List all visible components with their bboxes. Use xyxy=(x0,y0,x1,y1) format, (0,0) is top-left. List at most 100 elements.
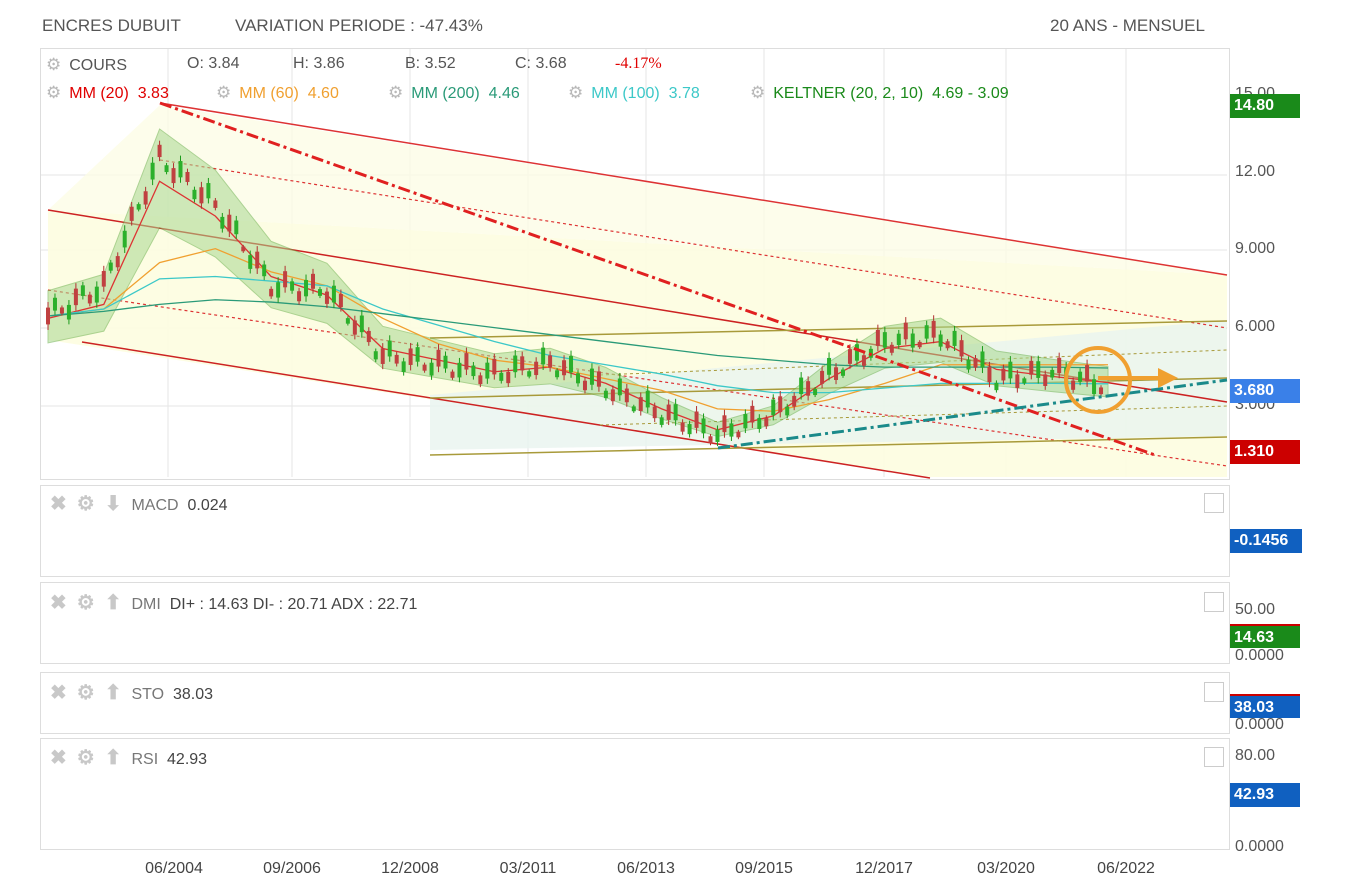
candle-body xyxy=(903,322,908,340)
x-tick-label: 12/2008 xyxy=(381,860,439,877)
candle-body xyxy=(596,371,601,387)
keltner-label: KELTNER (20, 2, 10) xyxy=(773,85,924,102)
rsi-badge: 42.93 xyxy=(1230,783,1300,807)
candle-body xyxy=(443,355,448,369)
candle-body xyxy=(945,341,950,349)
cours-label: COURS xyxy=(69,57,128,74)
candle-body xyxy=(562,360,567,376)
mm60-label: MM (60) xyxy=(239,85,299,102)
candle-body xyxy=(241,246,246,252)
candle-body xyxy=(1036,361,1041,378)
candle-body xyxy=(506,371,511,384)
candle-body xyxy=(924,325,929,339)
arrow-down-icon[interactable]: ⬇ xyxy=(104,493,122,515)
gear-icon[interactable]: ⚙ xyxy=(76,592,95,614)
candle-body xyxy=(854,344,859,361)
gear-icon[interactable]: ⚙ xyxy=(216,83,232,102)
candle-body xyxy=(827,357,832,375)
channel-line xyxy=(81,341,931,479)
candle-body xyxy=(213,200,218,208)
candle-body xyxy=(276,282,281,298)
candle-body xyxy=(973,358,978,368)
gear-icon[interactable]: ⚙ xyxy=(76,747,95,769)
candle-body xyxy=(555,370,560,378)
candle-body xyxy=(450,371,455,378)
ohlc-legend: ⚙ COURS xyxy=(46,55,127,75)
macd-panel[interactable] xyxy=(40,485,1230,577)
arrow-up-icon[interactable]: ⬆ xyxy=(104,592,122,614)
arrow-up-icon[interactable]: ⬆ xyxy=(104,682,122,704)
channel-line xyxy=(159,159,1228,329)
candle-body xyxy=(143,191,148,205)
candle-body xyxy=(66,304,71,320)
mm100-legend[interactable]: ⚙ MM (100) 3.78 xyxy=(568,83,700,103)
candle-body xyxy=(471,365,476,377)
panel-checkbox[interactable] xyxy=(1204,592,1224,612)
highlight-arrowhead xyxy=(1158,368,1178,388)
sto-tick: 0.0000 xyxy=(1235,716,1284,733)
panel-checkbox[interactable] xyxy=(1204,682,1224,702)
candle-body xyxy=(171,168,176,184)
candle-body xyxy=(46,307,50,325)
candle-body xyxy=(94,286,99,303)
candle-body xyxy=(841,369,845,376)
macd-header: ✖ ⚙ ⬇ MACD 0.024 xyxy=(50,491,228,516)
mm200-legend[interactable]: ⚙ MM (200) 4.46 xyxy=(388,83,520,103)
high-badge: 14.80 xyxy=(1230,94,1300,118)
candle-body xyxy=(896,333,901,346)
arrow-up-icon[interactable]: ⬆ xyxy=(104,747,122,769)
rsi-tick: 80.00 xyxy=(1235,747,1276,764)
candle-body xyxy=(164,165,169,173)
candle-body xyxy=(457,362,462,378)
candle-body xyxy=(317,289,322,296)
gear-icon[interactable]: ⚙ xyxy=(76,682,95,704)
candle-body xyxy=(582,380,587,391)
candle-body xyxy=(715,429,720,442)
channel-line xyxy=(429,320,1228,339)
panel-checkbox[interactable] xyxy=(1204,493,1224,513)
dmi-panel[interactable] xyxy=(40,582,1230,664)
candle-body xyxy=(624,388,629,403)
candle-body xyxy=(80,285,85,296)
mm60-legend[interactable]: ⚙ MM (60) 4.60 xyxy=(216,83,339,103)
panel-checkbox[interactable] xyxy=(1204,747,1224,767)
close-icon[interactable]: ✖ xyxy=(50,682,67,704)
candle-body xyxy=(478,375,483,385)
support-trendline xyxy=(717,378,1228,450)
close-icon[interactable]: ✖ xyxy=(50,592,67,614)
candle-body xyxy=(87,294,92,304)
candle-body xyxy=(192,189,197,200)
candle-body xyxy=(73,288,78,306)
candle-body xyxy=(499,372,504,381)
high-value: H: 3.86 xyxy=(293,55,345,72)
candle-body xyxy=(980,351,985,368)
x-tick-label: 06/2004 xyxy=(145,860,203,877)
gear-icon[interactable]: ⚙ xyxy=(388,83,404,102)
candle-body xyxy=(408,348,413,365)
dmi-tick: 0.0000 xyxy=(1235,647,1284,664)
candle-body xyxy=(966,359,971,370)
candle-body xyxy=(150,162,155,180)
gear-icon[interactable]: ⚙ xyxy=(46,55,62,74)
rsi-label: RSI xyxy=(131,751,159,768)
candle-body xyxy=(492,358,497,375)
candle-body xyxy=(359,315,364,333)
gear-icon[interactable]: ⚙ xyxy=(750,83,766,102)
candle-body xyxy=(255,251,260,269)
sto-value: 38.03 xyxy=(172,686,214,703)
candle-body xyxy=(1085,365,1090,382)
gear-icon[interactable]: ⚙ xyxy=(46,83,62,102)
candle-body xyxy=(750,405,755,423)
timeframe-label[interactable]: 20 ANS - MENSUEL xyxy=(1050,16,1205,35)
keltner-legend[interactable]: ⚙ KELTNER (20, 2, 10) 4.69 - 3.09 xyxy=(750,83,1009,103)
rsi-panel[interactable] xyxy=(40,738,1230,850)
gear-icon[interactable]: ⚙ xyxy=(568,83,584,102)
candle-body xyxy=(136,204,141,210)
close-icon[interactable]: ✖ xyxy=(50,493,67,515)
candle-body xyxy=(541,347,546,365)
close-icon[interactable]: ✖ xyxy=(50,747,67,769)
keltner-value: 4.69 - 3.09 xyxy=(932,85,1009,102)
mm20-legend[interactable]: ⚙ MM (20) 3.83 xyxy=(46,83,169,103)
sto-panel[interactable] xyxy=(40,672,1230,734)
gear-icon[interactable]: ⚙ xyxy=(76,493,95,515)
